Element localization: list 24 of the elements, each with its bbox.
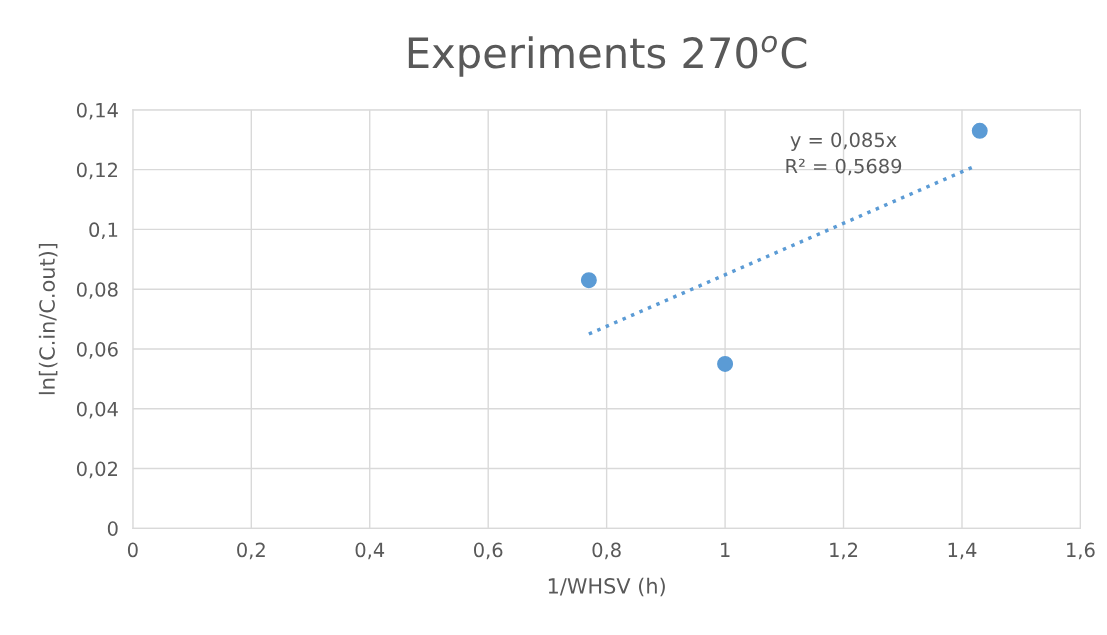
y-tick-label: 0,1 bbox=[89, 222, 118, 240]
x-tick-label: 0,2 bbox=[237, 542, 265, 560]
x-tick-label: 1,6 bbox=[1067, 542, 1095, 560]
chart-title: Experiments 270$^{o}$C bbox=[408, 35, 807, 77]
y-tick-label: 0,04 bbox=[76, 401, 118, 419]
point bbox=[717, 355, 734, 372]
y-axis-title: ln[(C.in/C.out)] bbox=[38, 243, 58, 395]
x-tick-label: 0,8 bbox=[592, 542, 621, 560]
x-tick-label: 1,2 bbox=[830, 542, 858, 560]
x-tick-label: 0,4 bbox=[355, 542, 385, 560]
y-tick-label: 0,06 bbox=[76, 341, 118, 359]
x-tick-label: 0,6 bbox=[474, 542, 503, 560]
x-axis-title: 1/WHSV (h) bbox=[548, 577, 665, 597]
x-tick-label: 0 bbox=[127, 542, 138, 558]
y-tick-label: 0,02 bbox=[76, 461, 117, 479]
point bbox=[580, 272, 597, 289]
y-tick-label: 0 bbox=[107, 521, 118, 536]
x-tick-label: 1 bbox=[721, 542, 730, 557]
y-tick-label: 0,14 bbox=[76, 102, 118, 120]
x-tick-label: 1,4 bbox=[948, 542, 977, 560]
annotation: y = 0,085x R² = 0,5689 bbox=[786, 132, 902, 176]
y-tick-label: 0,08 bbox=[76, 282, 118, 299]
point bbox=[971, 122, 988, 139]
y-tick-label: 0,12 bbox=[76, 162, 117, 180]
